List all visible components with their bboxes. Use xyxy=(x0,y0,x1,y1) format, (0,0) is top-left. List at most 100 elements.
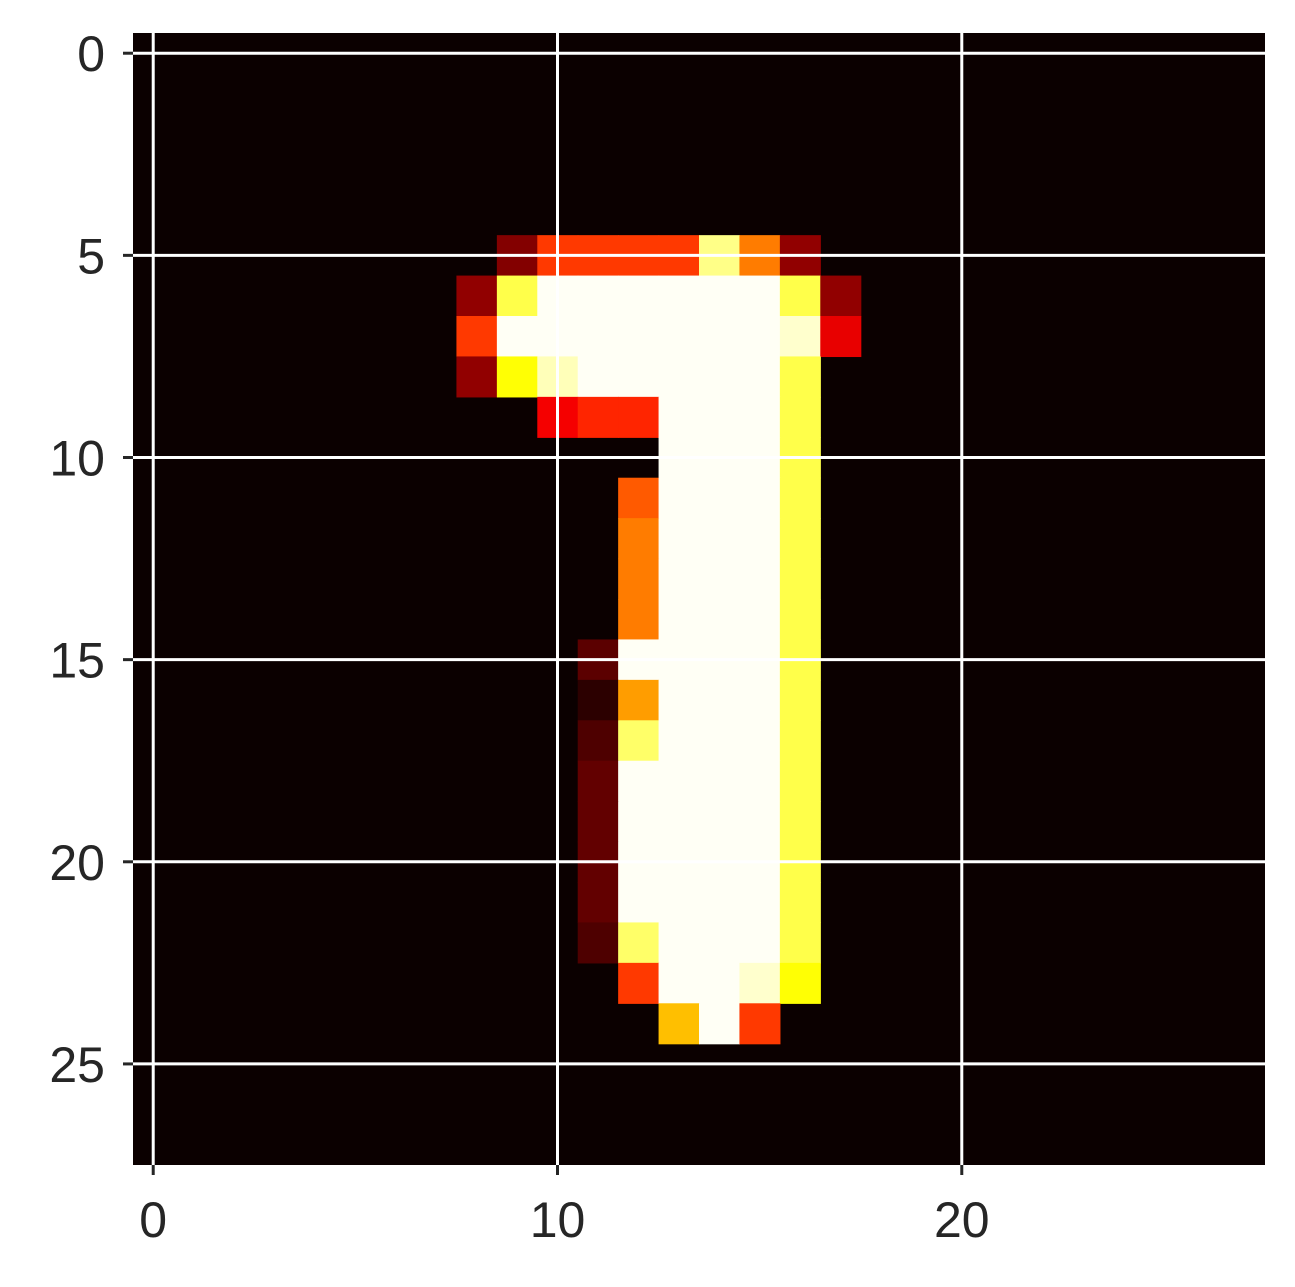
heatmap-cell xyxy=(577,801,619,843)
heatmap-cell xyxy=(658,882,700,924)
heatmap-cell xyxy=(739,801,781,843)
heatmap-cell xyxy=(699,599,741,641)
heatmap-cell xyxy=(618,275,660,317)
heatmap-cell xyxy=(779,558,821,600)
heatmap-cell xyxy=(739,882,781,924)
heatmap-cell xyxy=(739,275,781,317)
heatmap-cell xyxy=(739,962,781,1004)
heatmap-cell xyxy=(496,356,538,398)
x-tick-label: 10 xyxy=(530,1192,586,1248)
heatmap-cell xyxy=(699,720,741,762)
heatmap-cell xyxy=(658,922,700,964)
heatmap-cell xyxy=(779,477,821,519)
heatmap-cell xyxy=(618,396,660,438)
heatmap-cell xyxy=(577,316,619,358)
heatmap-cell xyxy=(496,275,538,317)
heatmap-cell xyxy=(618,356,660,398)
heatmap-cell xyxy=(779,679,821,721)
axis-ticks xyxy=(123,51,964,1175)
heatmap-cell xyxy=(658,558,700,600)
heatmap-cell xyxy=(739,720,781,762)
heatmap-cell xyxy=(577,760,619,802)
heatmap-cell xyxy=(699,882,741,924)
heatmap-cell xyxy=(739,679,781,721)
heatmap-cell xyxy=(699,962,741,1004)
y-tick-label: 5 xyxy=(77,228,105,284)
heatmap-cell xyxy=(618,599,660,641)
heatmap-cell xyxy=(699,679,741,721)
heatmap-cell xyxy=(779,518,821,560)
heatmap-cell xyxy=(658,679,700,721)
heatmap-cell xyxy=(456,316,498,358)
y-tick-label: 20 xyxy=(49,835,105,891)
heatmap-cell xyxy=(658,477,700,519)
heatmap-cell xyxy=(618,316,660,358)
heatmap-cell xyxy=(699,760,741,802)
heatmap-cell xyxy=(577,882,619,924)
heatmap-cell xyxy=(779,316,821,358)
heatmap-cell xyxy=(658,801,700,843)
heatmap-cell xyxy=(779,599,821,641)
heatmap-cell xyxy=(739,356,781,398)
x-tick-label: 20 xyxy=(934,1192,990,1248)
heatmap-cell xyxy=(779,356,821,398)
heatmap-cell xyxy=(658,396,700,438)
heatmap-cell xyxy=(618,477,660,519)
heatmap-cell xyxy=(699,316,741,358)
heatmap-cell xyxy=(577,922,619,964)
heatmap-cell xyxy=(496,316,538,358)
heatmap-cell xyxy=(699,356,741,398)
heatmap-image xyxy=(133,33,1265,1165)
heatmap-cell xyxy=(577,396,619,438)
heatmap-cell xyxy=(658,1003,700,1045)
heatmap-cell xyxy=(699,1003,741,1045)
heatmap-cell xyxy=(658,356,700,398)
heatmap-cell xyxy=(618,962,660,1004)
heatmap-cell xyxy=(658,599,700,641)
heatmap-cell xyxy=(658,962,700,1004)
heatmap-cell xyxy=(618,922,660,964)
heatmap-cell xyxy=(456,356,498,398)
heatmap-cell xyxy=(779,922,821,964)
heatmap-cell xyxy=(618,882,660,924)
heatmap-cell xyxy=(739,558,781,600)
heatmap-cell xyxy=(618,760,660,802)
y-tick-label: 0 xyxy=(77,26,105,82)
heatmap-cell xyxy=(779,962,821,1004)
heatmap-cell xyxy=(699,801,741,843)
heatmap-cell xyxy=(739,922,781,964)
heatmap-cell xyxy=(618,558,660,600)
heatmap-cell xyxy=(618,518,660,560)
heatmap-cell xyxy=(577,679,619,721)
heatmap-cell xyxy=(456,275,498,317)
y-tick-label: 10 xyxy=(49,431,105,487)
heatmap-cell xyxy=(618,679,660,721)
heatmap-cell xyxy=(699,518,741,560)
heatmap-cell xyxy=(577,356,619,398)
heatmap-cell xyxy=(699,396,741,438)
grid-lines xyxy=(133,33,1265,1165)
heatmap-cell xyxy=(820,316,862,358)
heatmap-cell xyxy=(779,882,821,924)
heatmap-cell xyxy=(739,396,781,438)
heatmap-cell xyxy=(739,760,781,802)
heatmap-cell xyxy=(699,558,741,600)
heatmap-cell xyxy=(739,518,781,560)
y-tick-label: 15 xyxy=(49,633,105,689)
x-tick-label: 0 xyxy=(139,1192,167,1248)
heatmap-cell xyxy=(820,275,862,317)
heatmap-cell xyxy=(577,720,619,762)
heatmap-cell xyxy=(658,316,700,358)
heatmap-cell xyxy=(658,720,700,762)
axis-tick-labels: 0 10 20 0 5 10 15 20 25 xyxy=(49,26,989,1248)
heatmap-cell xyxy=(577,275,619,317)
heatmap-cell xyxy=(658,275,700,317)
heatmap-cell xyxy=(739,599,781,641)
y-tick-label: 25 xyxy=(49,1037,105,1093)
heatmap-cell xyxy=(779,720,821,762)
heatmap-cell xyxy=(658,760,700,802)
heatmap-cell xyxy=(699,922,741,964)
heatmap-cell xyxy=(779,275,821,317)
heatmap-cell xyxy=(618,720,660,762)
